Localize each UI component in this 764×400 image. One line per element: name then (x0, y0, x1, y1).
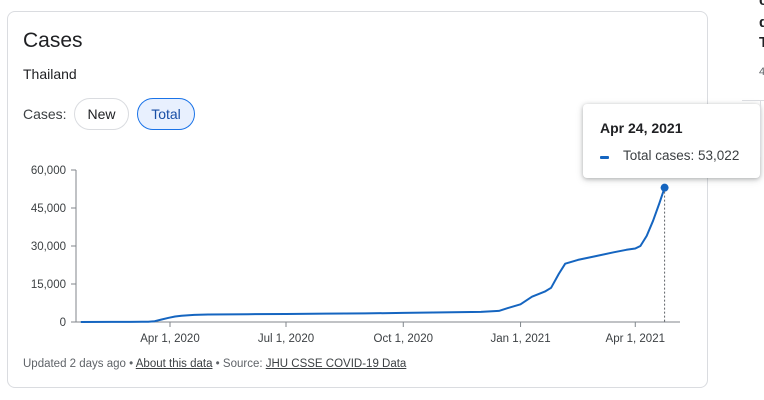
chart-tooltip: Apr 24, 2021 Total cases: 53,022 (583, 104, 760, 178)
fragment-value: 4 (759, 66, 764, 78)
series-color-swatch (600, 156, 609, 159)
tooltip-value: Total cases: 53,022 (623, 148, 740, 163)
new-cases-chip[interactable]: New (74, 98, 129, 130)
cases-toggle-label: Cases: (23, 106, 67, 122)
x-tick-label: Jul 1, 2020 (258, 333, 314, 345)
fragment-divider (742, 100, 764, 101)
total-cases-chip[interactable]: Total (137, 98, 195, 130)
card-title: Cases (23, 29, 83, 52)
y-tick-label: 45,000 (31, 203, 66, 215)
card-footer: Updated 2 days ago • About this data • S… (23, 358, 406, 370)
fragment-text-3: T (759, 34, 764, 51)
hover-data-point (660, 183, 669, 192)
about-data-link[interactable]: About this data (135, 358, 213, 370)
fragment-text-2: d (759, 14, 764, 31)
y-tick-label: 60,000 (31, 165, 66, 177)
tooltip-date: Apr 24, 2021 (600, 120, 683, 136)
cases-card (7, 11, 708, 388)
x-tick-label: Jan 1, 2021 (490, 333, 550, 345)
separator: • (125, 358, 136, 370)
source-prefix: • Source: (212, 358, 266, 370)
adjacent-card-fragment: c d T 4 (742, 0, 764, 160)
updated-text: Updated 2 days ago (23, 358, 126, 370)
x-tick-label: Apr 1, 2021 (606, 333, 665, 345)
y-tick-label: 30,000 (31, 241, 66, 253)
chart-axes (75, 170, 680, 323)
location-label: Thailand (23, 66, 77, 82)
total-cases-line (80, 187, 666, 323)
source-link[interactable]: JHU CSSE COVID-19 Data (265, 358, 407, 370)
x-axis-ticks: Apr 1, 2020 Jul 1, 2020 Oct 1, 2020 Jan 1, … (140, 322, 665, 345)
x-tick-label: Apr 1, 2020 (140, 333, 199, 345)
y-tick-label: 0 (60, 317, 66, 329)
y-axis-ticks: 0 15,000 30,000 45,000 60,000 (31, 165, 76, 329)
y-tick-label: 15,000 (31, 279, 66, 291)
fragment-text-1: c (759, 0, 764, 9)
fragment-divider-vertical (760, 101, 761, 157)
x-tick-label: Oct 1, 2020 (374, 333, 433, 345)
